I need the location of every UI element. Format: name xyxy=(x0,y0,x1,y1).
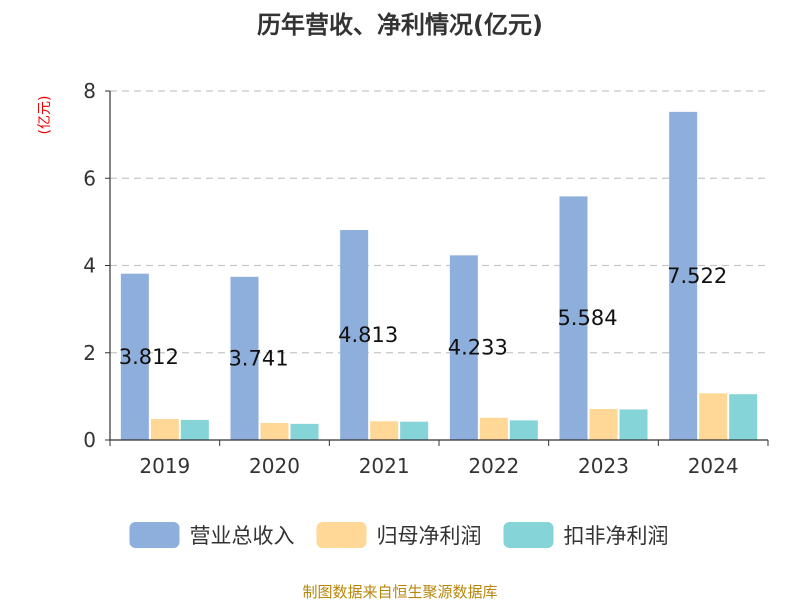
legend-label: 营业总收入 xyxy=(190,524,295,548)
y-tick-label: 6 xyxy=(83,166,96,190)
y-tick-label: 8 xyxy=(83,79,96,103)
data-label: 3.812 xyxy=(119,345,179,369)
bars xyxy=(120,111,758,440)
chart-title: 历年营收、净利情况(亿元) xyxy=(257,11,543,39)
bar-扣非净利润-2019 xyxy=(180,419,209,440)
bar-归母净利润-2024 xyxy=(699,393,728,440)
bar-扣非净利润-2022 xyxy=(509,420,538,440)
bar-扣非净利润-2021 xyxy=(400,421,429,440)
data-label: 4.813 xyxy=(338,323,398,347)
data-label: 5.584 xyxy=(557,306,617,330)
x-tick-label: 2019 xyxy=(139,454,190,478)
y-tick-label: 4 xyxy=(83,254,96,278)
legend-label: 归母净利润 xyxy=(377,524,482,548)
source-note: 制图数据来自恒生聚源数据库 xyxy=(302,583,497,600)
bar-归母净利润-2022 xyxy=(479,417,508,440)
bar-归母净利润-2020 xyxy=(260,422,289,440)
x-tick-label: 2022 xyxy=(468,454,519,478)
bar-营业总收入-2019 xyxy=(120,273,149,440)
bar-归母净利润-2019 xyxy=(150,419,179,440)
bar-扣非净利润-2023 xyxy=(619,409,648,440)
legend-item-扣非净利润[interactable]: 扣非净利润 xyxy=(503,522,669,548)
axes: 0 2 4 6 8 2019 2020 2021 2022 2023 2024 xyxy=(83,79,769,478)
x-tick-label: 2024 xyxy=(688,454,739,478)
bar-营业总收入-2020 xyxy=(230,276,259,440)
bar-扣非净利润-2020 xyxy=(290,423,319,440)
y-tick-label: 0 xyxy=(83,428,96,452)
legend-swatch xyxy=(129,522,180,548)
bar-扣非净利润-2024 xyxy=(729,394,758,440)
y-axis-unit-label: (亿元) xyxy=(37,96,53,135)
data-labels: 3.812 3.741 4.813 4.233 5.584 7.522 xyxy=(119,264,727,370)
legend-swatch xyxy=(503,522,554,548)
bar-营业总收入-2022 xyxy=(449,255,478,440)
x-tick-label: 2023 xyxy=(578,454,629,478)
data-label: 3.741 xyxy=(228,346,288,370)
bar-归母净利润-2023 xyxy=(589,409,618,440)
legend-item-营业总收入[interactable]: 营业总收入 xyxy=(129,522,295,548)
bar-营业总收入-2024 xyxy=(669,111,698,440)
legend-label: 扣非净利润 xyxy=(564,524,669,548)
bar-营业总收入-2023 xyxy=(559,196,588,440)
data-label: 7.522 xyxy=(667,264,727,288)
x-tick-label: 2021 xyxy=(359,454,410,478)
x-tick-label: 2020 xyxy=(249,454,300,478)
grid-lines xyxy=(110,90,768,354)
legend[interactable]: 营业总收入 归母净利润 扣非净利润 xyxy=(129,522,669,548)
bar-归母净利润-2021 xyxy=(370,421,399,440)
legend-swatch xyxy=(316,522,367,548)
legend-item-归母净利润[interactable]: 归母净利润 xyxy=(316,522,482,548)
data-label: 4.233 xyxy=(448,336,508,360)
y-tick-label: 2 xyxy=(83,341,96,365)
bar-营业总收入-2021 xyxy=(340,230,369,440)
